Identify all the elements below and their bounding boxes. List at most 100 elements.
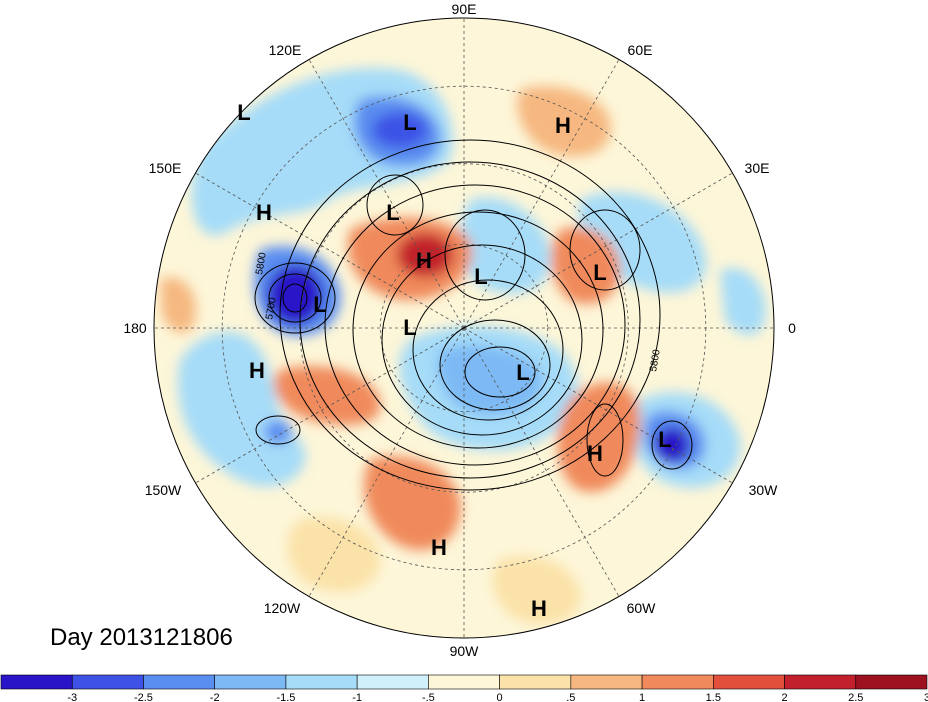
colorbar-swatch bbox=[713, 674, 785, 690]
colorbar-tick-label: 3 bbox=[924, 692, 928, 702]
anomaly-core bbox=[397, 233, 453, 277]
height-contour bbox=[464, 346, 536, 398]
lon-label-90e: 90E bbox=[452, 1, 477, 17]
contour-label: 5800 bbox=[648, 348, 663, 372]
colorbar-tick-label: 2 bbox=[781, 692, 787, 702]
colorbar-tick-label: .5 bbox=[566, 692, 575, 702]
high-center-label: H bbox=[431, 535, 447, 560]
colorbar-tick-label: -1.5 bbox=[276, 692, 295, 702]
colorbar-swatch bbox=[0, 674, 73, 690]
lon-label-120e: 120E bbox=[269, 42, 302, 58]
height-contour bbox=[254, 262, 336, 334]
colorbar-tick-label: 0 bbox=[497, 692, 503, 702]
meridian-line bbox=[463, 172, 733, 329]
low-center-label: L bbox=[474, 264, 487, 289]
anomaly-region bbox=[287, 517, 380, 592]
lon-label-30e: 30E bbox=[745, 160, 770, 176]
high-center-label: H bbox=[531, 596, 547, 621]
meridian-line bbox=[195, 172, 465, 329]
colorbar-swatch bbox=[428, 674, 500, 690]
high-center-label: H bbox=[587, 441, 603, 466]
high-center-label: H bbox=[249, 358, 265, 383]
height-contour bbox=[651, 420, 693, 470]
colorbar-tick-label: -2 bbox=[210, 692, 220, 702]
colorbar-swatch bbox=[641, 674, 714, 690]
pressure-centers: L L H H L H L L H L L L H L H H bbox=[237, 100, 671, 621]
colorbar-swatch bbox=[356, 674, 429, 690]
colorbar-tick-label: -2.5 bbox=[134, 692, 153, 702]
height-contour bbox=[412, 279, 564, 421]
lon-label-60w: 60W bbox=[627, 600, 657, 616]
anomaly-region bbox=[492, 556, 581, 624]
low-center-label: L bbox=[403, 315, 416, 340]
lon-label-150e: 150E bbox=[149, 160, 182, 176]
anomaly-region bbox=[274, 366, 381, 425]
height-contour bbox=[255, 415, 301, 445]
meridian-line bbox=[195, 327, 465, 484]
date-label: Day 2013121806 bbox=[50, 624, 233, 651]
anomaly-core bbox=[372, 112, 428, 148]
anomaly-region bbox=[551, 227, 620, 304]
lon-label-120w: 120W bbox=[264, 600, 301, 616]
colorbar-swatch bbox=[570, 674, 643, 690]
height-contour bbox=[282, 283, 308, 313]
colorbar-tick-label: 1 bbox=[639, 692, 645, 702]
meridian-line bbox=[463, 327, 620, 597]
colorbar-swatch bbox=[784, 674, 857, 690]
height-contour bbox=[268, 273, 322, 323]
contour-label: 5700 bbox=[264, 296, 279, 320]
height-contour bbox=[381, 244, 583, 436]
meridian-line bbox=[463, 327, 733, 484]
anomaly-region bbox=[557, 382, 640, 492]
colorbar-tick-label: 2.5 bbox=[848, 692, 863, 702]
colorbar-swatch bbox=[214, 674, 287, 690]
height-contour bbox=[279, 139, 661, 491]
meridian-line bbox=[308, 327, 465, 597]
anomaly-region bbox=[517, 86, 611, 157]
contour-label: 5800 bbox=[254, 251, 269, 275]
map-disk: 5800 5700 5800 bbox=[153, 17, 775, 639]
latitude-circle bbox=[299, 163, 629, 493]
colorbar-tick-label: -1 bbox=[352, 692, 362, 702]
low-center-label: L bbox=[403, 110, 416, 135]
lon-label-30w: 30W bbox=[749, 482, 779, 498]
low-center-label: L bbox=[313, 292, 326, 317]
colorbar-swatch bbox=[143, 674, 215, 690]
lon-label-0: 0 bbox=[788, 320, 796, 336]
low-center-label: L bbox=[516, 360, 529, 385]
latitude-circle bbox=[379, 243, 549, 413]
height-contour bbox=[569, 209, 641, 291]
lon-label-90w: 90W bbox=[450, 643, 480, 659]
anomaly-region bbox=[720, 268, 766, 335]
low-center-label: L bbox=[593, 260, 606, 285]
meridian-line bbox=[308, 59, 465, 329]
colorbar-swatch bbox=[499, 674, 572, 690]
graticule bbox=[154, 18, 774, 638]
colorbar-swatch bbox=[71, 674, 144, 690]
longitude-labels: 90E 120E 60E 150E 30E 180 0 150W 30W 120… bbox=[123, 1, 796, 659]
anomaly-core bbox=[654, 427, 690, 463]
lon-label-150w: 150W bbox=[145, 482, 182, 498]
high-center-label: H bbox=[555, 113, 571, 138]
anomaly-core bbox=[264, 420, 292, 444]
lon-label-60e: 60E bbox=[628, 42, 653, 58]
height-contour bbox=[586, 403, 624, 477]
high-center-label: H bbox=[416, 248, 432, 273]
anomaly-core bbox=[267, 265, 323, 325]
anomaly-shading bbox=[160, 68, 766, 624]
height-contours bbox=[254, 139, 693, 491]
meridian-line bbox=[463, 59, 620, 329]
anomaly-region bbox=[160, 277, 196, 333]
low-center-label: L bbox=[386, 200, 399, 225]
high-center-label: H bbox=[256, 200, 272, 225]
colorbar-tick-label: 1.5 bbox=[706, 692, 721, 702]
lon-label-180: 180 bbox=[123, 320, 147, 336]
anomaly-region bbox=[437, 345, 542, 416]
colorbar-swatch bbox=[855, 674, 928, 690]
colorbar-swatch bbox=[285, 674, 358, 690]
map-border bbox=[153, 17, 775, 639]
height-contour bbox=[324, 184, 626, 466]
height-contour bbox=[352, 211, 604, 449]
anomaly-region bbox=[364, 456, 461, 550]
